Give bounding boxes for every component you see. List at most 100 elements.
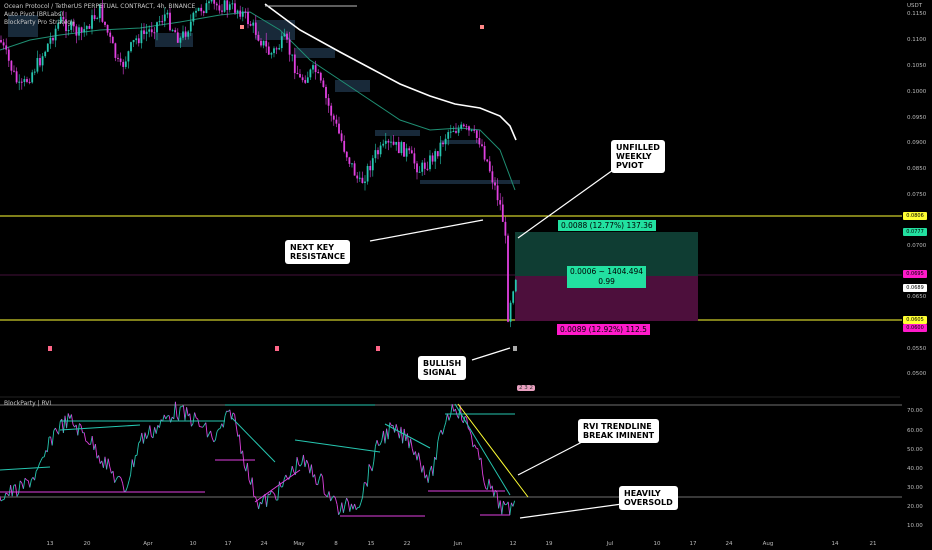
rvi-segment [266, 493, 269, 507]
rvi-segment [229, 409, 232, 420]
rvi-segment [256, 501, 260, 510]
candle-body [262, 40, 265, 46]
candle-body [390, 141, 392, 143]
date-tick: 10 [653, 541, 661, 547]
date-tick: 24 [260, 541, 268, 547]
bullish-signal-callout[interactable]: BULLISH SIGNAL [418, 356, 467, 380]
candle-body [241, 11, 244, 17]
candle-body [46, 43, 49, 52]
rvi-segment [130, 459, 133, 475]
target-stats-label[interactable]: 0.0088 (12.77%) 137.36 [558, 220, 656, 231]
date-tick: 14 [831, 541, 839, 547]
candle-body [371, 158, 374, 171]
date-tick: 22 [403, 541, 411, 547]
candle-body [236, 10, 239, 13]
rvi-segment [5, 492, 8, 495]
candle-body [33, 71, 36, 73]
candle-body [431, 155, 434, 162]
candle-body [18, 81, 21, 83]
rvi-segment [246, 462, 250, 480]
candle-body [174, 30, 177, 33]
rvi-segment [346, 497, 349, 502]
candle-body [400, 142, 403, 154]
candle-body [473, 129, 476, 131]
candle-body [122, 61, 125, 67]
rvi-segment [191, 423, 194, 427]
rvi-tick: 20.00 [907, 504, 923, 510]
candle-body [351, 163, 353, 165]
date-tick: 13 [46, 541, 54, 547]
rvi-segment [264, 494, 268, 507]
candle-body [273, 48, 275, 54]
candle-body [499, 200, 502, 205]
candle-body [192, 12, 195, 22]
rvi-segment [336, 504, 340, 515]
rvi-segment [483, 482, 487, 489]
candle-body [98, 4, 101, 19]
candle-body [239, 10, 242, 17]
candle-body [387, 140, 390, 143]
rvi-trendline-callout[interactable]: RVI TRENDLINE BREAK IMINENT [578, 419, 660, 443]
candle-body [91, 15, 93, 29]
currency-label: USDT [907, 3, 923, 9]
resistance-price-label: 0.0806 [903, 212, 927, 220]
candle-body [28, 81, 31, 83]
rvi-segment [350, 503, 354, 510]
rvi-segment [470, 435, 474, 448]
rvi-segment [27, 480, 31, 488]
price-tick: 0.0750 [907, 192, 927, 198]
indicator-blockparty-strategy: BlockParty Pro Strategy [4, 19, 75, 26]
rvi-segment [362, 482, 365, 498]
price-tick: 0.0900 [907, 140, 927, 146]
rvi-segment [162, 414, 165, 422]
rvi-segment [416, 452, 420, 461]
candle-body [392, 141, 395, 145]
rvi-segment [114, 479, 117, 483]
candle-body [179, 37, 182, 43]
candle-body [335, 119, 338, 124]
rvi-segment [408, 438, 412, 449]
rvi-segment [422, 465, 426, 479]
candle-body [5, 45, 8, 50]
rvi-segment [349, 503, 352, 512]
key-resistance-callout[interactable]: NEXT KEY RESISTANCE [285, 240, 351, 264]
rvi-segment [195, 417, 199, 420]
rvi-segment [235, 425, 239, 437]
candle-body [444, 138, 447, 145]
position-center-label[interactable]: 0.0006 ~ 1404.494 0.99 [567, 266, 647, 288]
stop-price-label: 0.0600 [903, 324, 927, 332]
rvi-segment [218, 428, 221, 430]
candle-body [488, 161, 491, 172]
rvi-segment [382, 430, 386, 444]
oversold-callout[interactable]: HEAVILY OVERSOLD [619, 486, 678, 510]
candle-body [62, 16, 65, 20]
rvi-segment [294, 457, 298, 475]
rvi-segment [306, 459, 309, 465]
candle-body [514, 279, 517, 292]
candle-body [309, 69, 312, 78]
candle-body [361, 177, 364, 184]
rvi-segment [144, 432, 148, 439]
unfilled-pivot-callout[interactable]: UNFILLED WEEKLY PVIOT [611, 140, 665, 173]
rvi-segment [446, 413, 450, 421]
candle-body [41, 56, 44, 66]
position-center-line1: 0.0006 ~ 1404.494 [570, 267, 644, 276]
candle-body [512, 291, 515, 303]
candle-body [330, 105, 333, 116]
rvi-segment [330, 497, 333, 502]
rvi-segment [184, 407, 188, 421]
rvi-segment [378, 444, 381, 446]
rvi-segment [480, 457, 484, 474]
candle-body [494, 182, 496, 186]
price-tick: 0.1150 [907, 11, 927, 17]
rvi-segment [128, 474, 132, 482]
rvi-segment [120, 478, 124, 484]
stop-stats-label[interactable]: 0.0089 (12.92%) 112.5 [557, 324, 650, 335]
rvi-segment [251, 477, 255, 497]
candle-body [83, 29, 86, 33]
candle-body [421, 162, 424, 172]
candle-body [317, 72, 320, 74]
rvi-segment [182, 405, 186, 421]
fast-moving-average [0, 11, 516, 191]
